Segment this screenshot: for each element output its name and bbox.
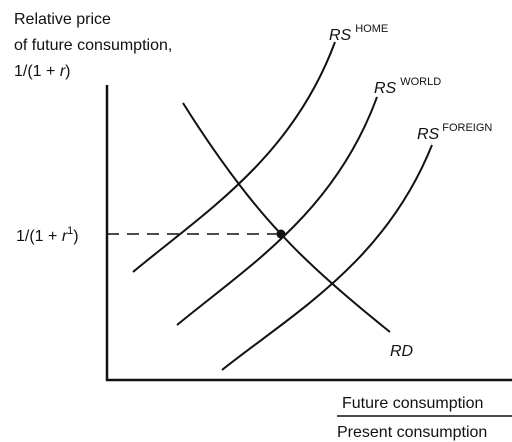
text-part: r — [62, 228, 68, 245]
text-part: WORLD — [400, 76, 441, 88]
text-part: ) — [65, 63, 70, 80]
rs-world-curve — [176, 96, 378, 326]
text-part: ) — [73, 228, 78, 245]
text-part: 1/(1 + — [16, 228, 62, 245]
text-part: r — [60, 63, 66, 80]
text-part: 1 — [67, 225, 73, 237]
curve-label: RS FOREIGN — [417, 122, 492, 143]
x-axis-label-numerator: Future consumption — [342, 395, 483, 412]
equilibrium-label: 1/(1 + r1) — [16, 225, 79, 245]
curve-label: RS HOME — [329, 23, 388, 44]
text-part: 1/(1 + — [14, 63, 60, 80]
rs-foreign-curve — [221, 144, 433, 371]
text-part: RS — [417, 126, 440, 143]
curve-label: RD — [390, 343, 414, 360]
x-axis-label-denominator: Present consumption — [337, 424, 487, 441]
text-part: RS — [374, 80, 397, 97]
text-part: FOREIGN — [442, 122, 492, 134]
curve-label: RS WORLD — [374, 76, 441, 97]
y-axis-label-line: 1/(1 + r) — [14, 63, 70, 80]
equilibrium-point — [276, 229, 286, 239]
text-part: RS — [329, 27, 352, 44]
y-axis-label-line: Relative price — [14, 11, 111, 28]
text-part: HOME — [355, 23, 388, 35]
rs-home-curve — [132, 41, 336, 273]
y-axis-label-line: of future consumption, — [14, 37, 172, 54]
